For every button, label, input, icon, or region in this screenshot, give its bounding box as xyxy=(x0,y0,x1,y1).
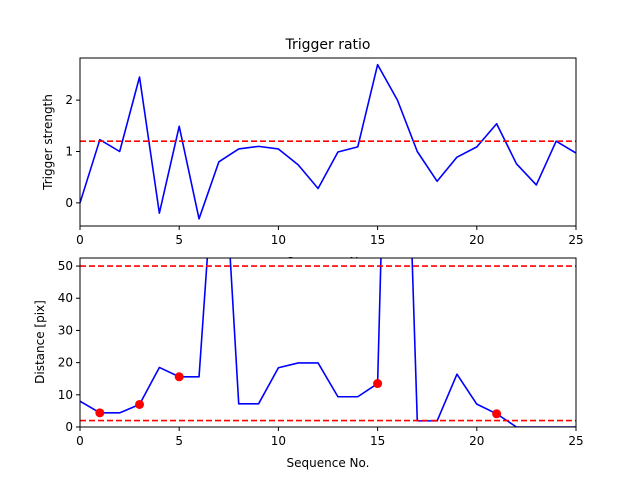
y-tick-label: 40 xyxy=(58,291,73,305)
data-point xyxy=(95,408,105,418)
x-tick-label: 25 xyxy=(568,434,583,448)
x-tick-label: 15 xyxy=(370,434,385,448)
y-axis-label: Distance [pix] xyxy=(33,300,47,384)
x-tick-label: 10 xyxy=(271,233,286,247)
y-tick-label: 20 xyxy=(58,356,73,370)
x-tick-label: 5 xyxy=(175,233,183,247)
y-axis: 0 10 20 30 40 50 xyxy=(58,259,80,434)
data-point xyxy=(135,399,145,409)
x-tick-label: 25 xyxy=(568,233,583,247)
y-tick-label: 1 xyxy=(65,145,73,159)
chart-title: Trigger ratio xyxy=(284,37,370,53)
x-axis-label: Sequence No. xyxy=(287,456,370,470)
plot-area xyxy=(80,63,576,220)
axes-frame xyxy=(79,257,577,428)
y-tick-label: 10 xyxy=(58,388,73,402)
y-axis-label: Trigger strength xyxy=(41,94,55,191)
x-tick-label: 5 xyxy=(175,434,183,448)
series-line xyxy=(80,63,576,220)
y-axis: 0 1 2 xyxy=(65,93,80,210)
x-tick-label: 10 xyxy=(271,434,286,448)
x-tick-label: 20 xyxy=(469,434,484,448)
y-tick-label: 2 xyxy=(65,93,73,107)
axes-frame xyxy=(79,57,577,227)
x-axis: 0 5 10 15 20 25 xyxy=(76,226,584,247)
plot-area xyxy=(80,258,576,427)
data-point xyxy=(174,372,184,382)
x-tick-label: 0 xyxy=(76,434,84,448)
data-point xyxy=(373,379,383,389)
axes-background xyxy=(80,258,576,427)
x-tick-label: 15 xyxy=(370,233,385,247)
x-axis: 0 5 10 15 20 25 xyxy=(76,427,584,448)
distance-axes: 0 5 10 15 20 25 0 10 20 30 40 50 Sequence No. Dist… xyxy=(33,257,584,470)
y-tick-label: 30 xyxy=(58,323,73,337)
y-tick-label: 0 xyxy=(65,196,73,210)
data-point xyxy=(492,409,502,419)
y-tick-label: 50 xyxy=(58,259,73,273)
x-tick-label: 20 xyxy=(469,233,484,247)
y-tick-label: 0 xyxy=(65,420,73,434)
x-tick-label: 0 xyxy=(76,233,84,247)
